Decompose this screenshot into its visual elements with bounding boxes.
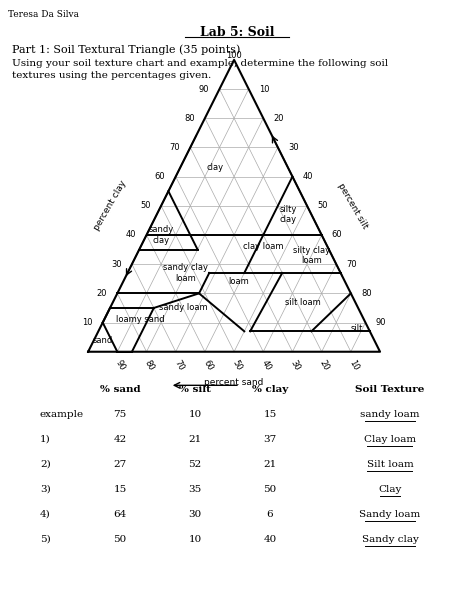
- Text: silty clay
loam: silty clay loam: [293, 246, 330, 265]
- Text: 60: 60: [201, 358, 214, 372]
- Text: Lab 5: Soil: Lab 5: Soil: [200, 26, 274, 39]
- Text: 3): 3): [40, 485, 51, 494]
- Text: 37: 37: [264, 435, 277, 444]
- Text: silt loam: silt loam: [285, 298, 320, 306]
- Text: 52: 52: [188, 460, 201, 469]
- Text: 80: 80: [143, 358, 156, 372]
- Text: silty
clay: silty clay: [279, 205, 297, 224]
- Text: sandy loam: sandy loam: [159, 303, 207, 313]
- Text: 50: 50: [113, 535, 127, 544]
- Text: loamy sand: loamy sand: [116, 315, 165, 324]
- Text: percent silt: percent silt: [336, 181, 369, 230]
- Text: 20: 20: [318, 358, 331, 371]
- Text: 64: 64: [113, 510, 127, 519]
- Text: 70: 70: [346, 260, 357, 268]
- Text: % clay: % clay: [252, 385, 288, 394]
- Text: 4): 4): [40, 510, 51, 519]
- Text: 10: 10: [347, 358, 360, 371]
- Text: 5): 5): [40, 535, 51, 544]
- Text: example: example: [40, 410, 84, 419]
- Text: silt: silt: [350, 324, 363, 333]
- Text: Teresa Da Silva: Teresa Da Silva: [8, 10, 79, 19]
- Text: clay: clay: [207, 163, 224, 172]
- Text: 21: 21: [188, 435, 201, 444]
- Text: 50: 50: [230, 358, 244, 371]
- Text: 70: 70: [169, 143, 180, 152]
- Text: 15: 15: [264, 410, 277, 419]
- Text: 30: 30: [111, 260, 122, 268]
- Text: 40: 40: [126, 230, 137, 240]
- Text: Using your soil texture chart and example, determine the following soil: Using your soil texture chart and exampl…: [12, 59, 388, 68]
- Text: 10: 10: [259, 85, 269, 94]
- Text: 40: 40: [260, 358, 273, 371]
- Text: 50: 50: [264, 485, 277, 494]
- Text: 15: 15: [113, 485, 127, 494]
- Text: 30: 30: [188, 510, 201, 519]
- Text: Part 1: Soil Textural Triangle (35 points): Part 1: Soil Textural Triangle (35 point…: [12, 44, 240, 55]
- Text: 30: 30: [288, 143, 299, 152]
- Text: 80: 80: [361, 289, 372, 298]
- Text: Sandy loam: Sandy loam: [359, 510, 420, 519]
- Text: 1): 1): [40, 435, 51, 444]
- Text: percent clay: percent clay: [92, 179, 128, 232]
- Text: clay loam: clay loam: [243, 242, 283, 251]
- Text: 50: 50: [317, 201, 328, 210]
- Text: 10: 10: [82, 318, 92, 327]
- Text: Silt loam: Silt loam: [366, 460, 413, 469]
- Text: 21: 21: [264, 460, 277, 469]
- Text: sandy loam: sandy loam: [360, 410, 420, 419]
- Text: 20: 20: [97, 289, 107, 298]
- Text: loam: loam: [228, 277, 249, 286]
- Text: 90: 90: [114, 358, 127, 371]
- Text: 6: 6: [267, 510, 273, 519]
- Text: Clay loam: Clay loam: [364, 435, 416, 444]
- Text: 10: 10: [188, 535, 201, 544]
- Text: 42: 42: [113, 435, 127, 444]
- Text: 100: 100: [226, 51, 242, 60]
- Text: 20: 20: [273, 114, 284, 123]
- Text: 2): 2): [40, 460, 51, 469]
- Text: 75: 75: [113, 410, 127, 419]
- Text: percent sand: percent sand: [204, 378, 264, 387]
- Text: Clay: Clay: [378, 485, 401, 494]
- Text: sand: sand: [92, 335, 113, 345]
- Text: 80: 80: [184, 114, 195, 123]
- Text: 90: 90: [199, 85, 209, 94]
- Text: 27: 27: [113, 460, 127, 469]
- Text: 60: 60: [332, 230, 343, 240]
- Text: 30: 30: [289, 358, 302, 372]
- Text: 40: 40: [264, 535, 277, 544]
- Text: 10: 10: [188, 410, 201, 419]
- Text: sandy
clay: sandy clay: [148, 226, 174, 245]
- Text: Soil Texture: Soil Texture: [356, 385, 425, 394]
- Text: 90: 90: [376, 318, 386, 327]
- Text: textures using the percentages given.: textures using the percentages given.: [12, 71, 211, 80]
- Text: 40: 40: [303, 172, 313, 181]
- Text: Sandy clay: Sandy clay: [362, 535, 419, 544]
- Text: 60: 60: [155, 172, 165, 181]
- Text: 35: 35: [188, 485, 201, 494]
- Text: 70: 70: [172, 358, 185, 372]
- Text: sandy clay
loam: sandy clay loam: [164, 263, 209, 283]
- Text: 50: 50: [140, 201, 151, 210]
- Text: % sand: % sand: [100, 385, 140, 394]
- Text: % silt: % silt: [179, 385, 211, 394]
